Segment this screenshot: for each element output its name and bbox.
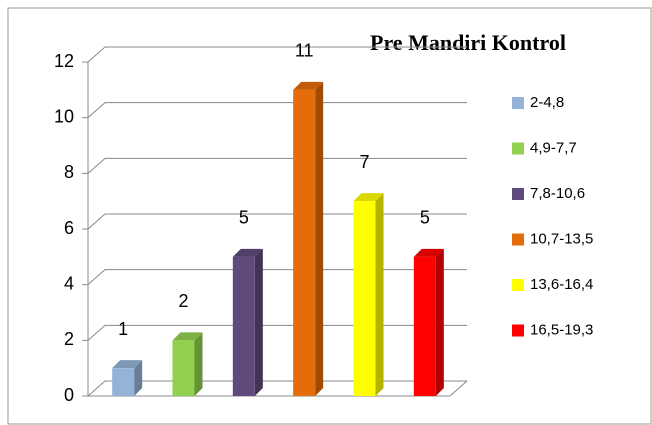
legend-swatch [512,233,524,246]
y-tick-label: 4 [64,273,74,293]
legend-swatch [512,142,524,155]
bar-front [112,368,135,396]
bar-side [435,248,444,396]
bar-top [112,360,143,369]
bar-top [232,248,263,257]
legend-swatch [512,97,524,109]
bar [112,360,143,396]
bar [413,248,444,396]
legend-swatch [512,188,524,200]
grid-line [87,102,467,119]
bar-top [293,81,324,90]
legend-swatch [512,279,524,291]
bar-front [172,340,195,396]
bar-front [413,256,436,396]
grid-line [87,269,467,286]
y-tick-label: 0 [64,385,74,405]
bar-front [353,201,376,396]
bar-side [134,360,143,396]
grid-line [87,46,467,63]
legend-label: 7,8-10,6 [530,185,585,202]
y-tick-label: 2 [64,329,74,349]
bar-side [254,248,263,396]
bar [293,81,324,396]
legend-swatch [512,324,524,337]
bar-front [232,256,255,396]
data-label: 11 [295,41,314,61]
bar-side [375,193,384,396]
bar-top [413,248,444,257]
bar [353,193,384,396]
grid-line [87,157,467,174]
chart-title: Pre Mandiri Kontrol [370,30,566,55]
grid-line [87,380,467,397]
floor-right [449,380,468,397]
bar-side [315,81,324,396]
legend-label: 16,5-19,3 [530,321,593,338]
data-label: 1 [118,319,128,339]
legend-label: 2-4,8 [530,94,564,111]
y-tick-label: 6 [64,218,74,238]
legend-label: 10,7-13,5 [530,230,593,247]
bar [172,332,203,396]
y-tick-label: 8 [64,162,74,182]
bar-front [293,89,316,396]
bar [232,248,263,396]
y-tick-label: 10 [54,106,74,126]
legend-label: 4,9-7,7 [530,139,577,156]
bar-top [353,193,384,202]
grid-line [87,324,467,341]
legend-label: 13,6-16,4 [530,276,593,293]
grid-line [87,213,467,230]
y-tick-label: 12 [54,51,74,71]
bar-top [172,332,203,341]
data-label: 5 [239,208,249,228]
data-label: 7 [359,152,369,172]
data-label: 5 [420,208,430,228]
chart-frame [7,7,652,425]
bar-side [194,332,203,396]
data-label: 2 [178,291,188,311]
